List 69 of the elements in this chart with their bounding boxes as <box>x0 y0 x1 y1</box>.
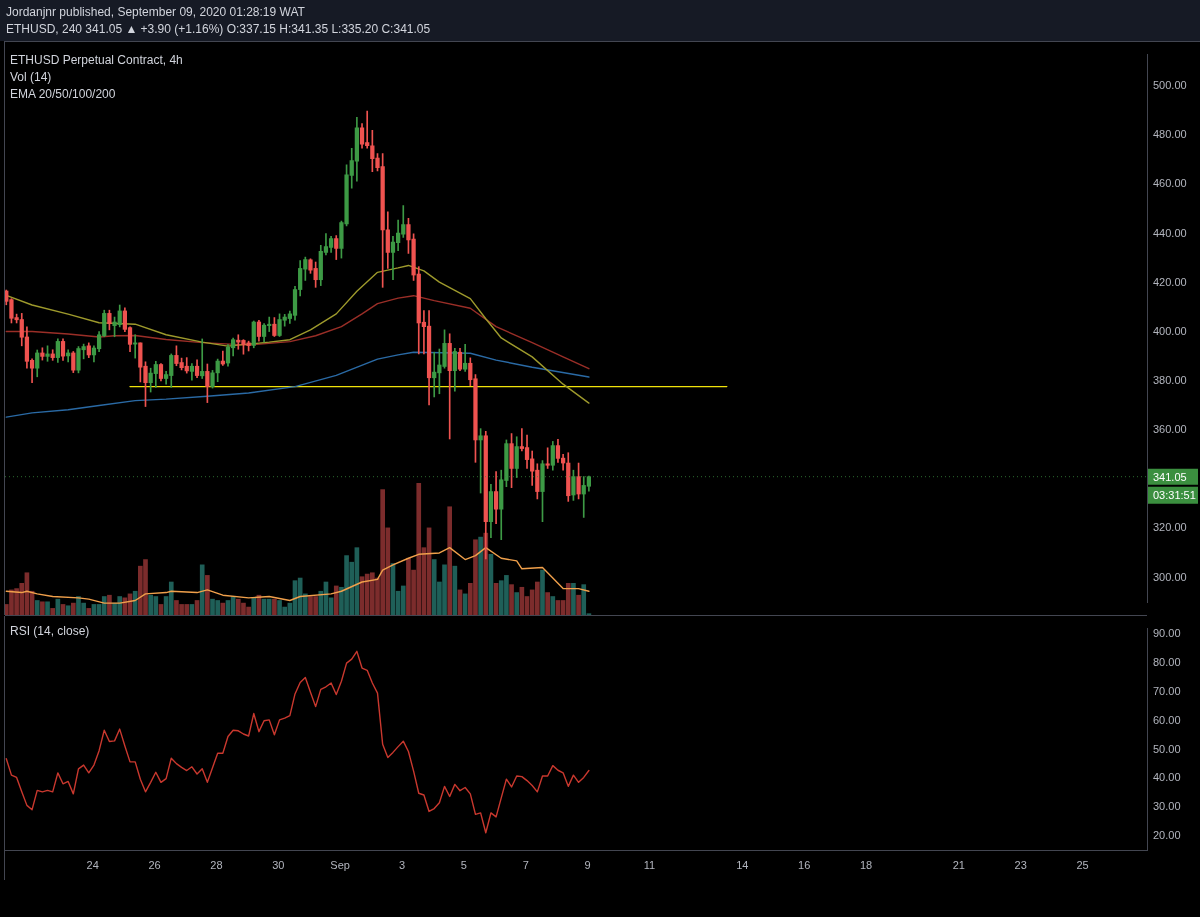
bar <box>205 575 210 615</box>
bar <box>447 506 453 615</box>
y-tick-label: 480.00 <box>1153 128 1187 141</box>
y-tick-label: 40.00 <box>1153 771 1181 784</box>
y-tick-label: 380.00 <box>1153 374 1187 386</box>
bar <box>509 584 514 615</box>
y-tick-label: 60.00 <box>1153 713 1181 726</box>
chart-subtitle: ETHUSD, 240 341.05 ▲ +3.90 (+1.16%) O:337.15 H:341.35 L:335.20 C:341.05 <box>6 22 431 36</box>
bar <box>478 536 483 615</box>
bar <box>101 596 107 615</box>
bar <box>581 584 587 615</box>
x-tick-label: 24 <box>86 858 99 871</box>
y-tick-label: 360.00 <box>1153 423 1187 436</box>
x-tick-label: 23 <box>1014 858 1027 871</box>
bar <box>576 594 581 615</box>
bar <box>266 598 272 615</box>
bar <box>45 601 50 615</box>
text: 03:31:51 <box>1153 488 1196 501</box>
bar <box>251 597 257 615</box>
bar <box>132 590 138 615</box>
x-tick-label: 9 <box>584 858 591 871</box>
annotation: ETHUSD Perpetual Contract, 4h <box>10 53 183 67</box>
chart-title: Jordanjnr published, September 09, 2020 01:28:19 WAT <box>6 5 305 19</box>
bar <box>333 585 339 615</box>
bar <box>540 569 545 615</box>
y-tick-label: 20.00 <box>1153 828 1181 841</box>
chart-title: RSI (14, close) <box>10 624 90 638</box>
bar <box>400 585 406 615</box>
y-tick-label: 50.00 <box>1153 742 1181 755</box>
y-tick-label: 70.00 <box>1153 684 1181 697</box>
x-tick-label: Sep <box>330 858 350 871</box>
x-tick-label: 11 <box>643 858 656 871</box>
bar <box>34 600 40 615</box>
annotation: EMA 20/50/100/200 <box>10 87 116 101</box>
y-tick-label: 440.00 <box>1153 226 1187 239</box>
bar <box>545 592 550 615</box>
ref-line-label: 341.05 <box>1153 470 1187 483</box>
y-tick-label: 500.00 <box>1153 79 1187 92</box>
x-tick-label: 16 <box>798 858 811 871</box>
bar <box>571 582 576 615</box>
y-tick-label: 300.00 <box>1153 570 1187 583</box>
x-tick-label: 5 <box>460 858 467 871</box>
y-tick-label: 320.00 <box>1153 521 1187 534</box>
bar <box>168 581 174 615</box>
x-tick-label: 25 <box>1076 858 1089 871</box>
bar <box>40 601 45 615</box>
y-tick-label: 30.00 <box>1153 800 1181 813</box>
x-tick-label: 28 <box>210 858 223 871</box>
y-tick-label: 420.00 <box>1153 275 1187 288</box>
bar <box>70 602 76 615</box>
x-tick-label: 26 <box>148 858 161 871</box>
bar <box>565 582 571 615</box>
x-tick-label: 21 <box>952 858 965 871</box>
y-tick-label: 80.00 <box>1153 656 1181 669</box>
bar <box>50 608 56 615</box>
chart-title: Vol (14) <box>10 70 52 84</box>
y-tick-label: 460.00 <box>1153 177 1187 190</box>
bar <box>550 596 556 615</box>
y-tick-label: 90.00 <box>1153 627 1181 640</box>
x-tick-label: 18 <box>859 858 873 871</box>
bar <box>86 608 92 615</box>
bar <box>272 598 277 615</box>
bar <box>514 592 520 615</box>
x-tick-label: 30 <box>272 858 285 871</box>
x-tick-label: 14 <box>736 858 749 871</box>
y-tick-label: 400.00 <box>1153 324 1187 337</box>
x-tick-label: 3 <box>398 858 406 871</box>
bar <box>199 564 205 615</box>
x-tick-label: 7 <box>522 858 529 871</box>
